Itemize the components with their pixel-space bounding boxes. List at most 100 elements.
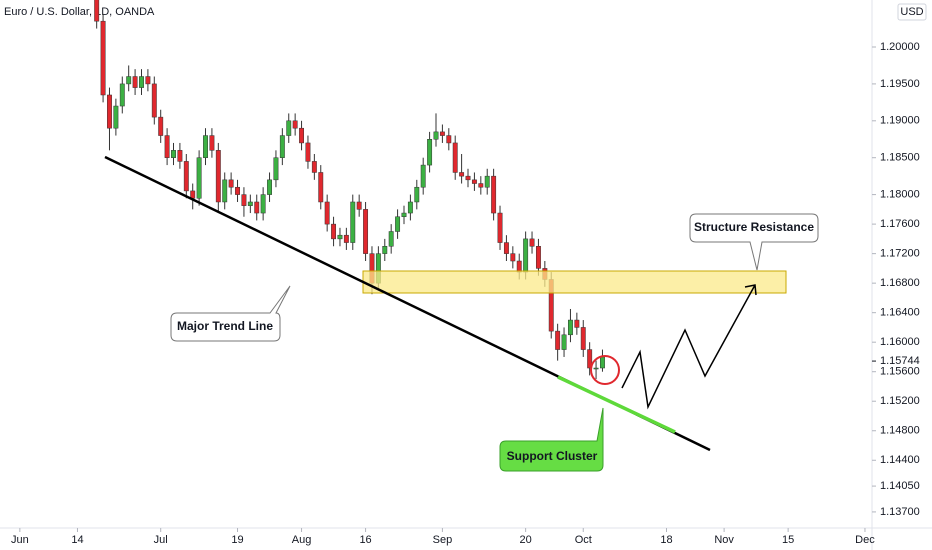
candle-body [107,94,112,129]
highlight-circle [590,355,620,385]
candle-body [567,319,573,336]
callout-box [689,213,819,271]
candle-body [222,179,228,203]
candle-body [126,76,132,85]
candle-body [260,194,266,214]
plot-area: 1.20000 1.19500 1.19000 1.18500 1.18000 1.176… [11,0,920,546]
candle-body [318,172,324,203]
x-tick-label: Dec [855,534,875,546]
candle-body [164,135,170,158]
candle-body [203,135,208,158]
candle-body [292,120,298,129]
x-tick-label: Sep [433,534,453,546]
projection-arrowhead [744,284,757,296]
candle-body [471,179,477,184]
y-tick-label: 1.14050 [880,480,920,492]
x-tick-label: 18 [660,534,672,546]
candle-body [183,161,189,192]
candle-body [94,0,100,22]
candle-body [382,246,388,254]
currency-badge[interactable] [897,3,927,21]
candle-body [401,212,407,217]
support-line [557,375,676,434]
candle-body [574,319,580,328]
annotation-text: Structure Resistance [694,220,814,234]
annotation-text: Major Trend Line [177,319,273,333]
y-tick-label: 1.16400 [880,307,920,319]
candle-body [395,216,401,232]
candle-body [273,157,279,181]
y-tick-label: 1.17200 [880,248,920,260]
annotation-text: Support Cluster [507,449,598,463]
y-tick-label: 1.16000 [880,336,920,348]
candle-body [439,131,445,136]
candle-body [267,179,272,195]
candle-body [535,246,541,269]
candle-body [311,161,317,173]
candle-body [241,194,247,206]
candle-body [459,172,465,177]
candle-body [100,20,106,96]
candle-body [433,131,439,140]
candle-body [497,212,503,243]
candle-body [247,201,253,206]
candle-body [446,135,452,144]
candle-body [414,186,420,203]
y-tick-label: 1.15200 [880,395,920,407]
projection-path [621,284,756,410]
candle-body [331,223,337,240]
y-tick-label: 1.14400 [880,454,920,466]
candle-body [503,242,509,254]
chart-title: Euro / U.S. Dollar, 1D, OANDA [4,6,155,18]
candle-body [484,175,490,188]
callout-box [499,407,604,472]
resistance-zone [362,270,787,294]
y-tick-label: 1.20000 [880,41,920,53]
x-tick-label: Jun [11,534,29,546]
candle-body [491,175,497,214]
last-price-label: 1.15744 [880,355,920,367]
x-tick-label: 19 [231,534,243,546]
candle-body [286,120,292,136]
candle-body [132,76,138,88]
candle-body [139,76,144,88]
candle-body [177,150,183,162]
candle-body [555,330,561,350]
candle-body [523,238,529,273]
candle-body [228,179,234,188]
x-tick-label: 16 [359,534,371,546]
candle-body [145,76,151,85]
candle-body [279,135,285,158]
candle-body [324,201,330,225]
candle-body [356,201,362,210]
candle-body [529,238,535,247]
candle-body [350,201,356,243]
candle-body [465,175,471,181]
candle-body [561,334,567,350]
x-tick-label: 20 [520,534,532,546]
candle-body [580,327,586,350]
y-tick-label: 1.18500 [880,152,920,164]
currency: USD [900,6,923,18]
candle-body [209,135,215,151]
candle-body [600,356,605,369]
candle-body [158,116,164,136]
y-tick-label: 1.18000 [880,189,920,201]
candle-body [305,142,311,162]
x-tick-label: Jul [154,534,168,546]
x-tick-label: 14 [71,534,83,546]
candle-body [407,201,413,214]
candle-body [235,186,240,195]
candle-body [151,83,157,118]
candle-body [337,234,343,240]
candle-body [593,367,599,370]
candle-body [254,201,260,214]
candle-body [388,231,394,247]
x-tick-label: Aug [292,534,312,546]
y-tick-label: 1.19000 [880,115,920,127]
y-tick-label: 1.14800 [880,425,920,437]
candle-body [190,190,196,199]
x-tick-label: Nov [714,534,734,546]
y-tick-label: 1.13700 [880,506,920,518]
